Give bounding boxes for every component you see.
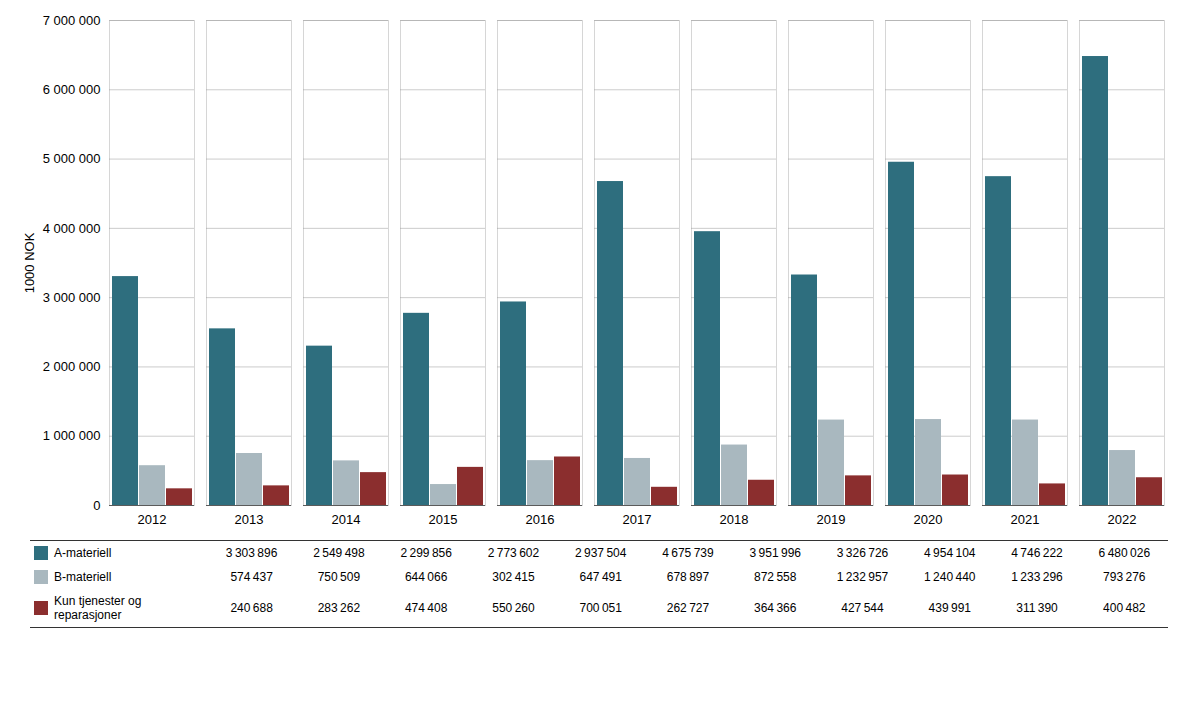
html-text:400 482: 400 482 bbox=[1103, 601, 1146, 615]
html-text:A-materiell: A-materiell bbox=[54, 546, 112, 560]
html-text:574 437: 574 437 bbox=[230, 570, 273, 584]
html-text:678 897: 678 897 bbox=[666, 570, 710, 584]
html-text:1 240 440: 1 240 440 bbox=[924, 570, 976, 584]
svg-text:2017: 2017 bbox=[623, 512, 652, 527]
html-text:439 991: 439 991 bbox=[928, 601, 971, 615]
html-text:2 299 856: 2 299 856 bbox=[400, 546, 452, 560]
html-text:1 232 957: 1 232 957 bbox=[836, 570, 889, 584]
svg-text:2012: 2012 bbox=[138, 512, 167, 527]
svg-text:2016: 2016 bbox=[526, 512, 555, 527]
svg-text:5 000 000: 5 000 000 bbox=[43, 151, 101, 166]
html-text:2 937 504: 2 937 504 bbox=[574, 546, 627, 560]
html-text:1 233 296: 1 233 296 bbox=[1011, 570, 1063, 584]
html-text:4 675 739: 4 675 739 bbox=[662, 546, 714, 560]
svg-text:1 000 000: 1 000 000 bbox=[43, 428, 101, 443]
svg-text:0: 0 bbox=[93, 498, 100, 513]
html-text:700 051: 700 051 bbox=[579, 601, 622, 615]
html-text:4 746 222: 4 746 222 bbox=[1011, 546, 1063, 560]
html-text:262 727: 262 727 bbox=[666, 601, 710, 615]
html-text:750 509: 750 509 bbox=[317, 570, 361, 584]
html-text:364 366: 364 366 bbox=[754, 601, 797, 615]
svg-text:4 000 000: 4 000 000 bbox=[43, 221, 101, 236]
svg-text:2020: 2020 bbox=[914, 512, 943, 527]
svg-text:2022: 2022 bbox=[1108, 512, 1137, 527]
html-text:647 491: 647 491 bbox=[579, 570, 622, 584]
html-text:2 773 602: 2 773 602 bbox=[487, 546, 540, 560]
html-text:474 408: 474 408 bbox=[404, 601, 448, 615]
html-text:240 688: 240 688 bbox=[230, 601, 273, 615]
svg-text:2013: 2013 bbox=[235, 512, 264, 527]
html-text:4 954 104: 4 954 104 bbox=[924, 546, 976, 560]
svg-text:2018: 2018 bbox=[720, 512, 749, 527]
svg-text:2021: 2021 bbox=[1011, 512, 1040, 527]
html-text:644 066: 644 066 bbox=[404, 570, 448, 584]
html-text:3 951 996: 3 951 996 bbox=[749, 546, 801, 560]
svg-text:2015: 2015 bbox=[429, 512, 458, 527]
html-text:550 260: 550 260 bbox=[492, 601, 535, 615]
svg-text:6 000 000: 6 000 000 bbox=[43, 82, 101, 97]
svg-text:2 000 000: 2 000 000 bbox=[43, 359, 101, 374]
html-text:311 390: 311 390 bbox=[1016, 601, 1058, 615]
svg-text:7 000 000: 7 000 000 bbox=[43, 13, 101, 28]
html-text:793 276: 793 276 bbox=[1103, 570, 1146, 584]
html-text:872 558: 872 558 bbox=[754, 570, 797, 584]
html-text:302 415: 302 415 bbox=[492, 570, 535, 584]
svg-text:2019: 2019 bbox=[817, 512, 846, 527]
html-text:427 544: 427 544 bbox=[841, 601, 884, 615]
svg-text:2014: 2014 bbox=[332, 512, 361, 527]
html-text:3 303 896: 3 303 896 bbox=[225, 546, 278, 560]
svg-text:1000 NOK: 1000 NOK bbox=[22, 232, 37, 293]
svg-text:3 000 000: 3 000 000 bbox=[43, 290, 101, 305]
html-text:Kun tjenester og reparasjoner: Kun tjenester og reparasjoner bbox=[54, 594, 142, 622]
html-text:B-materiell: B-materiell bbox=[54, 570, 112, 584]
html-text:6 480 026: 6 480 026 bbox=[1098, 546, 1151, 560]
html-text:283 262: 283 262 bbox=[317, 601, 361, 615]
html-text:2 549 498: 2 549 498 bbox=[313, 546, 365, 560]
html-text:3 326 726: 3 326 726 bbox=[836, 546, 889, 560]
